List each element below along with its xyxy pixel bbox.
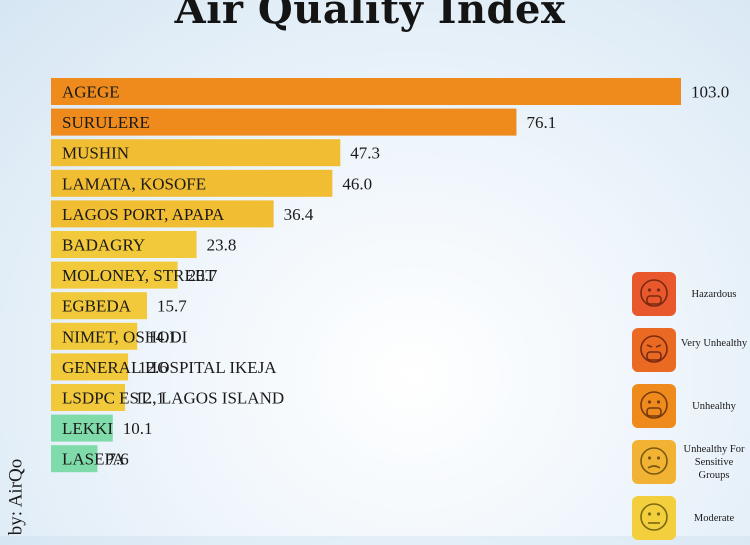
legend-label: Very Unhealthy: [680, 338, 748, 349]
bar-general-hospital-ikeja: [51, 353, 129, 381]
bar-badagry: [51, 231, 197, 258]
bar-lekki: [51, 414, 113, 442]
category-label: LEKKI: [62, 419, 113, 438]
unhealthy-face-icon: [632, 384, 676, 428]
value-label: 15.7: [157, 297, 187, 316]
value-label: 10.1: [123, 419, 153, 438]
moderate-face-icon: [632, 496, 676, 540]
category-label: LSDPC EST., LAGOS ISLAND: [62, 389, 284, 408]
bar-egbeda: [51, 292, 148, 320]
value-label: 103.0: [691, 83, 729, 102]
value-label: 36.4: [284, 205, 314, 224]
value-label: 23.8: [207, 236, 237, 255]
value-label: 46.0: [342, 174, 372, 193]
category-label: MUSHIN: [62, 144, 129, 163]
bar-moloney-street: [51, 261, 178, 289]
value-label: 47.3: [350, 144, 380, 163]
value-label: 14.1: [147, 327, 177, 346]
category-label: EGBEDA: [62, 297, 132, 316]
very-unhealthy-face-icon: [632, 328, 676, 372]
source-credit: by: AirQo: [5, 458, 27, 536]
legend-label: Unhealthy For Sensitive Groups: [683, 444, 745, 481]
bar-agege: [51, 78, 681, 105]
value-label: 76.1: [526, 113, 556, 132]
bar-mushin: [51, 139, 341, 167]
bar-lsdpc-est-lagos-island: [51, 384, 126, 411]
hazardous-face-icon: [632, 272, 676, 316]
category-label: BADAGRY: [62, 236, 145, 255]
category-label: MOLONEY, STREET: [62, 266, 216, 285]
sensitive-groups-face-icon: [632, 440, 676, 484]
category-label: GENERAL HOSPITAL IKEJA: [62, 358, 277, 377]
bar-nimet-oshodi: [51, 322, 138, 350]
legend-label: Unhealthy: [692, 401, 736, 412]
legend-label: Hazardous: [691, 289, 737, 300]
chart-title: Air Quality Index: [174, 0, 566, 33]
category-label: AGEGE: [62, 83, 120, 102]
value-label: 20.7: [188, 266, 218, 285]
category-label: LASEPA: [62, 450, 125, 469]
category-label: LAMATA, KOSOFE: [62, 174, 206, 193]
value-label: 12.6: [138, 358, 168, 377]
category-label: LAGOS PORT, APAPA: [62, 205, 225, 224]
category-label: NIMET, OSHODI: [62, 327, 188, 346]
value-label: 12.1: [135, 389, 165, 408]
value-label: 7.6: [107, 450, 128, 469]
category-label: SURULERE: [62, 113, 150, 132]
bar-lagos-port-apapa: [51, 200, 274, 228]
legend-label: Moderate: [693, 513, 735, 524]
bar-lamata-kosofe: [51, 169, 333, 197]
bar-lasepa: [51, 445, 98, 473]
bar-surulere: [51, 108, 517, 136]
